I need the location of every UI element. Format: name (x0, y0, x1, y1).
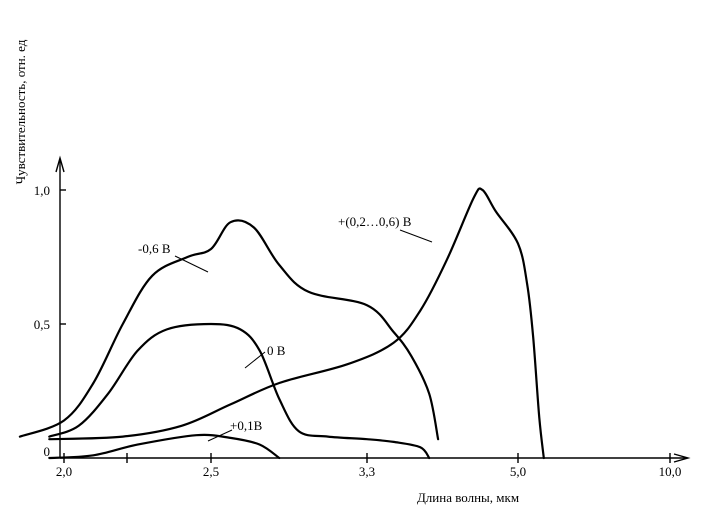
x-tick-label: 5,0 (510, 464, 526, 479)
x-tick-label: 3,3 (359, 464, 375, 479)
series-label-plus-0-1: +0,1В (230, 418, 263, 433)
x-tick-label: 10,0 (659, 464, 682, 479)
y-axis-title: Чувствительность, отн. ед (13, 39, 28, 184)
x-tick-label: 2,5 (203, 464, 219, 479)
series-line-2 (48, 433, 281, 460)
leader-plus-0-2-0-6 (399, 229, 433, 243)
leader-0 (244, 351, 266, 369)
series-line-0 (18, 219, 440, 441)
x-tick-label: 2,0 (56, 464, 72, 479)
series-label-0: 0 В (267, 343, 286, 358)
x-ticks: 2,0 2,5 3,3 5,0 10,0 (56, 453, 682, 479)
x-axis-arrow (673, 453, 691, 463)
leader-plus-0-1 (207, 429, 233, 442)
y-tick-label: 1,0 (34, 183, 50, 198)
y-ticks: 0 0,5 1,0 (34, 183, 66, 459)
y-tick-label: 0,5 (34, 317, 50, 332)
series-label-minus-0-6: -0,6 В (138, 241, 171, 256)
series-group (18, 187, 545, 460)
series-line-1 (48, 322, 431, 460)
y-axis-arrow (55, 155, 65, 173)
x-axis-title: Длина волны, мкм (417, 490, 519, 505)
y-tick-label: 0 (44, 444, 51, 459)
series-line-3 (48, 187, 545, 460)
leader-minus-0-6 (174, 255, 209, 273)
series-label-plus-0-2-0-6: +(0,2…0,6) В (338, 214, 412, 229)
